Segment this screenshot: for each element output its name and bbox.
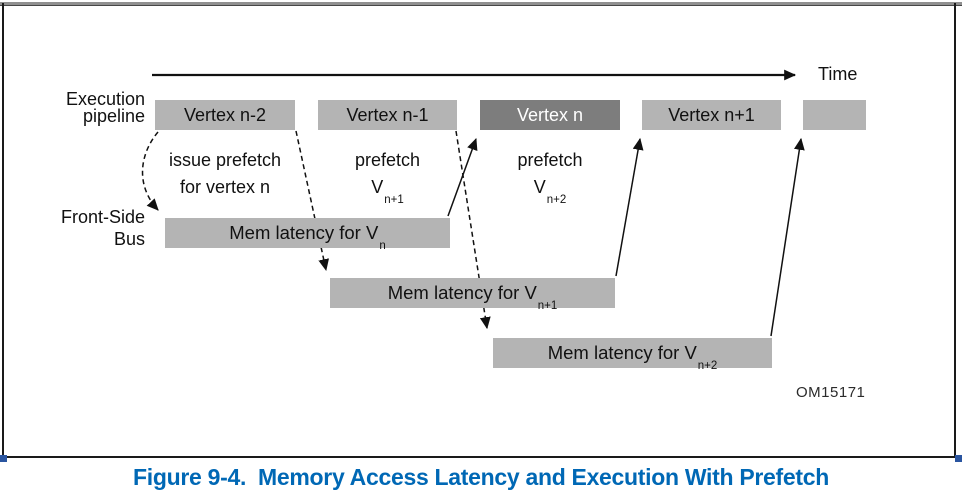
mem-latency-vn2-subscript: n+2 [697, 359, 718, 372]
mem-latency-vn-subscript: n [379, 239, 386, 252]
mem-latency-vn2-box: Mem latency for Vn+2 [493, 338, 772, 372]
vertex-n-2-box: Vertex n-2 [155, 100, 295, 130]
frame-bottom-border [2, 456, 956, 458]
mem-latency-vn1-text: Mem latency for V [387, 282, 537, 303]
prefetch-vn1-line2: Vn+1 [318, 174, 457, 209]
issue-prefetch-line1: issue prefetch [168, 150, 282, 170]
vertex-n-plus-1-box: Vertex n+1 [642, 100, 781, 130]
mem-latency-vn1-box: Mem latency for Vn+1 [330, 278, 615, 312]
prefetch-vn1-annotation: prefetch Vn+1 [318, 147, 457, 209]
front-side-bus-label: Front-Side Bus [35, 206, 145, 250]
execution-pipeline-label: Execution pipeline [35, 89, 145, 126]
execution-pipeline-label-line2: pipeline [82, 106, 145, 126]
prefetch-vn1-base: V [371, 177, 384, 197]
prefetch-vn2-line1: prefetch [517, 150, 583, 170]
front-side-bus-label-line2: Bus [113, 229, 145, 249]
mem-vn2-complete-arrow [770, 137, 805, 337]
figure-caption: Figure 9-4. Memory Access Latency and Ex… [0, 464, 962, 491]
front-side-bus-label-line1: Front-Side [60, 207, 145, 227]
prefetch-vn2-base: V [533, 177, 546, 197]
frame-left-border [2, 3, 4, 457]
vertex-next-partial-box [803, 100, 866, 130]
figure-caption-title: Memory Access Latency and Execution With… [258, 464, 829, 490]
prefetch-vn1-line1: prefetch [354, 150, 421, 170]
frame-right-border [954, 3, 956, 457]
mem-latency-vn2-text: Mem latency for V [547, 342, 697, 363]
corner-accent-left [0, 455, 7, 462]
issue-prefetch-annotation: issue prefetch for vertex n [150, 147, 300, 201]
corner-accent-right [955, 455, 962, 462]
prefetch-vn1-subscript: n+1 [384, 193, 404, 206]
prefetch-vn2-subscript: n+2 [546, 193, 567, 206]
mem-latency-vn-box: Mem latency for Vn [165, 218, 450, 252]
issue-prefetch-line2: for vertex n [179, 177, 271, 197]
time-axis-label: Time [818, 64, 858, 84]
mem-latency-vn-text: Mem latency for V [229, 222, 379, 243]
figure-caption-label: Figure 9-4. [133, 464, 247, 490]
mem-latency-vn1-subscript: n+1 [537, 299, 558, 312]
prefetch-vn2-line2: Vn+2 [480, 174, 620, 209]
execution-pipeline-label-line1: Execution [65, 89, 145, 109]
prefetch-vn2-annotation: prefetch Vn+2 [480, 147, 620, 209]
vertex-n-box: Vertex n [480, 100, 620, 130]
vertex-n-1-box: Vertex n-1 [318, 100, 457, 130]
figure-watermark: OM15171 [796, 384, 866, 401]
top-rule [0, 2, 962, 6]
